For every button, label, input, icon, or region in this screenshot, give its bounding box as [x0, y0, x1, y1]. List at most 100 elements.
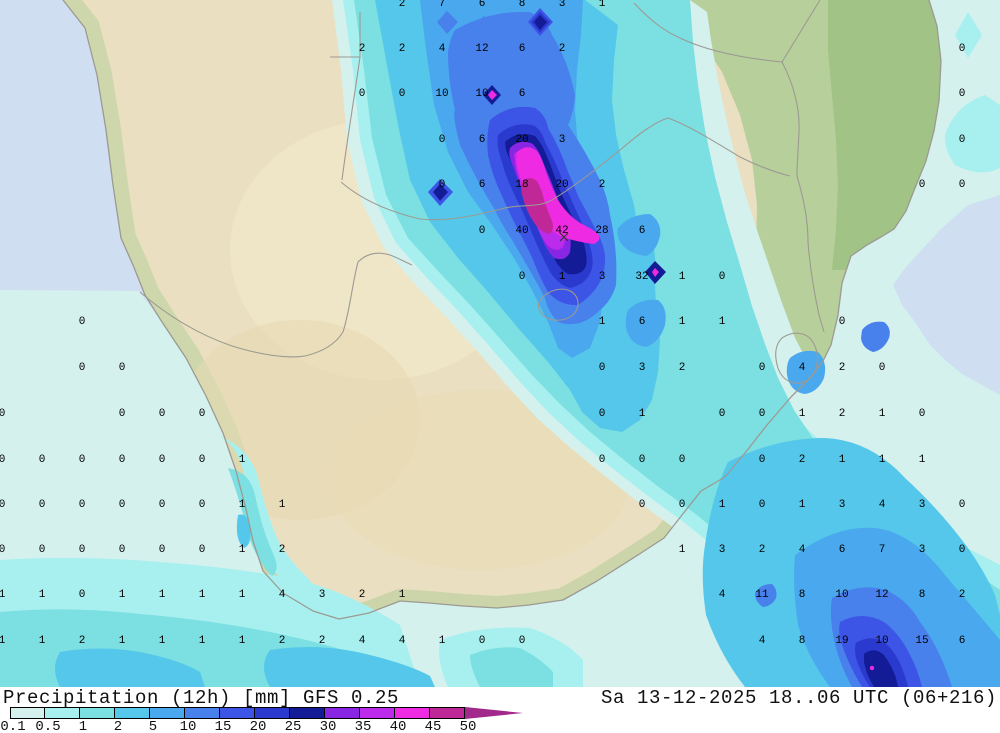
grid-value: 1: [719, 316, 726, 328]
legend-scale-labels: 0.1 0.5 1 2 5 10 15 20 25 30 35 40 45 50: [0, 719, 1000, 733]
legend-label: 30: [319, 719, 337, 733]
legend-label: 1: [78, 719, 88, 733]
grid-value: 0: [119, 454, 126, 466]
legend-segment-15: [220, 707, 255, 719]
legend-label: 40: [389, 719, 407, 733]
legend-label: 15: [214, 719, 232, 733]
legend-segment-5: [150, 707, 185, 719]
legend-label: 20: [249, 719, 267, 733]
legend-overflow-arrow: [465, 707, 523, 719]
grid-value: 0: [0, 408, 5, 420]
grid-value: 1: [679, 271, 686, 283]
grid-value: 0: [39, 454, 46, 466]
grid-value: 1: [159, 589, 166, 601]
legend-label: 10: [179, 719, 197, 733]
grid-value: 4: [719, 589, 726, 601]
grid-value: 1: [399, 589, 406, 601]
grid-value: 1: [199, 589, 206, 601]
grid-value: 0: [959, 134, 966, 146]
grid-value: 1: [719, 499, 726, 511]
grid-value: 1: [439, 635, 446, 647]
grid-value: 0: [119, 362, 126, 374]
grid-value: 8: [919, 589, 926, 601]
grid-value: 4: [439, 43, 446, 55]
coastline-borders: [62, 0, 942, 620]
border-botswana-sa: [340, 117, 791, 221]
grid-value: 6: [519, 88, 526, 100]
grid-value: 19: [835, 635, 848, 647]
grid-value: 3: [639, 362, 646, 374]
grid-value: 0: [0, 499, 5, 511]
grid-value: 1: [0, 635, 6, 647]
grid-value: 4: [279, 589, 286, 601]
legend-segment-0.5: [45, 707, 80, 719]
grid-value: 0: [159, 544, 166, 556]
grid-value: 40: [515, 225, 528, 237]
grid-value: 1: [159, 635, 166, 647]
grid-value: 0: [759, 454, 766, 466]
grid-value: 0: [79, 499, 86, 511]
grid-value: 6: [839, 544, 846, 556]
legend-segment-40: [395, 707, 430, 719]
legend-label: 5: [148, 719, 158, 733]
grid-value: 2: [279, 635, 286, 647]
grid-value: 2: [679, 362, 686, 374]
grid-value: 3: [919, 499, 926, 511]
grid-value: 28: [595, 225, 608, 237]
grid-value: 2: [839, 362, 846, 374]
grid-value: 1: [599, 316, 606, 328]
grid-value: 1: [799, 499, 806, 511]
grid-value: 8: [799, 635, 806, 647]
grid-value: 1: [199, 635, 206, 647]
grid-value: 10: [475, 88, 488, 100]
grid-value: 0: [79, 316, 86, 328]
grid-value: 0: [959, 499, 966, 511]
grid-value: 3: [559, 134, 566, 146]
border-eswatini: [775, 332, 818, 384]
grid-value: 1: [639, 408, 646, 420]
grid-value: 0: [759, 362, 766, 374]
grid-value: 0: [599, 454, 606, 466]
grid-value: 12: [875, 589, 888, 601]
grid-value: 0: [199, 544, 206, 556]
grid-value: 2: [839, 408, 846, 420]
grid-value: 0: [519, 271, 526, 283]
legend-segment-25: [290, 707, 325, 719]
weather-map: 2 7 6 8 3 12 2 4 12 6 2 00 0 10 10 6 00 6 20 3 00 6 18 20 2 0 00 40…: [0, 0, 1000, 687]
grid-value: 0: [639, 454, 646, 466]
grid-value: 0: [759, 499, 766, 511]
grid-value: 1: [679, 544, 686, 556]
grid-value: 4: [879, 499, 886, 511]
grid-value: 0: [479, 635, 486, 647]
grid-value: 0: [919, 179, 926, 191]
grid-value: 2: [959, 589, 966, 601]
grid-values: 2 7 6 8 3 12 2 4 12 6 2 00 0 10 10 6 00 6 20 3 00 6 18 20 2 0 00 40…: [0, 0, 965, 647]
grid-value: 1: [119, 635, 126, 647]
grid-value: 8: [799, 589, 806, 601]
border-orange-river: [139, 252, 413, 358]
grid-value: 1: [119, 589, 126, 601]
precip-contours: [0, 0, 1000, 687]
grid-value: 1: [239, 589, 246, 601]
grid-value: 1: [919, 454, 926, 466]
grid-value: 0: [839, 316, 846, 328]
grid-value: 1: [0, 589, 6, 601]
grid-value: 0: [119, 499, 126, 511]
grid-value: 0: [39, 499, 46, 511]
grid-value: 3: [719, 544, 726, 556]
grid-value: 1: [239, 635, 246, 647]
grid-value: 10: [435, 88, 448, 100]
grid-value: 6: [959, 635, 966, 647]
grid-value: 6: [479, 0, 486, 10]
grid-value: 12: [475, 43, 488, 55]
grid-value: 0: [639, 499, 646, 511]
grid-value: 7: [879, 544, 886, 556]
grid-value: 0: [679, 454, 686, 466]
grid-value: 0: [199, 454, 206, 466]
legend: Precipitation (12h) [mm] GFS 0.25 Sa 13-…: [0, 687, 1000, 733]
map-area: 2 7 6 8 3 1 2 2 4 12 6 2 0 0 0 10 10 6 0 0 6 20 3 0 0 6 18 20 2 0 0 0 40…: [0, 0, 1000, 687]
legend-label: 50: [459, 719, 477, 733]
grid-value: 2: [399, 43, 406, 55]
grid-value: 0: [959, 88, 966, 100]
